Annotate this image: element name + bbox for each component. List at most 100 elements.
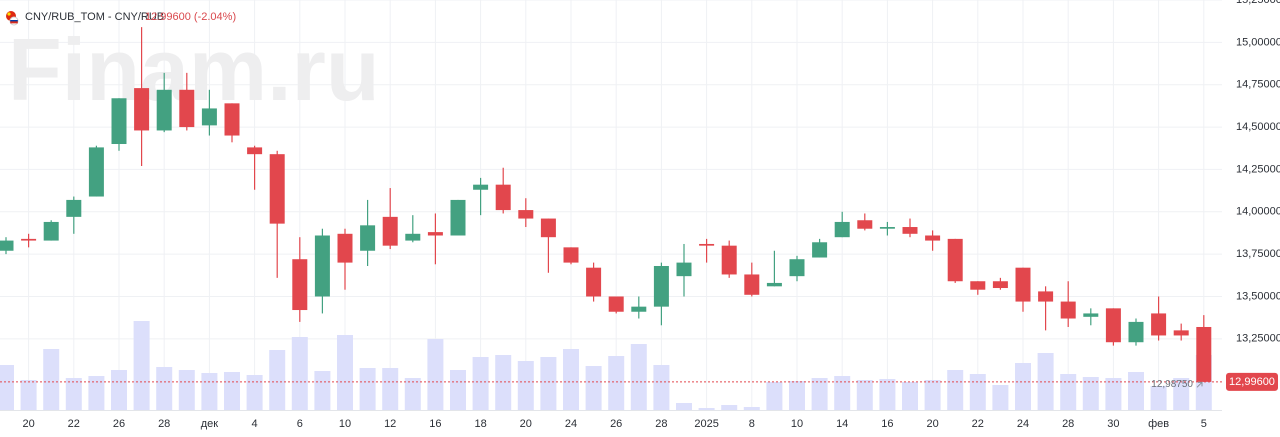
x-tick-label: 18: [474, 418, 486, 430]
y-tick-label: 15,00000: [1236, 36, 1280, 48]
x-tick-label: 14: [836, 418, 848, 430]
volume-bar: [608, 356, 625, 410]
candle-body: [1060, 301, 1076, 319]
x-tick-label: 10: [791, 418, 803, 430]
candle-body: [518, 210, 534, 219]
volume-bar: [698, 408, 715, 410]
chart-subtitle: 12.99600 (-2.04%): [145, 11, 236, 23]
volume-bar: [246, 375, 263, 410]
volume-bar: [133, 321, 150, 410]
candle-body: [1173, 330, 1189, 336]
candle-body: [1128, 321, 1144, 343]
volume-bar: [766, 382, 783, 410]
volume-bar: [517, 361, 534, 410]
volume-bar: [269, 350, 286, 410]
candle-body: [1151, 313, 1167, 336]
volume-bar: [404, 378, 421, 410]
last-price-box: [1226, 372, 1278, 391]
volume-bar: [992, 385, 1009, 410]
x-tick-label: 10: [339, 418, 351, 430]
volume-bar: [585, 366, 602, 410]
candle-body: [699, 243, 715, 246]
candle-body: [405, 233, 421, 241]
x-tick-label: 16: [881, 418, 893, 430]
volume-bar: [1173, 378, 1190, 410]
x-tick-label: 28: [655, 418, 667, 430]
volume-bar: [811, 378, 828, 410]
candle-body: [631, 306, 647, 312]
candle-body: [450, 199, 466, 236]
y-tick-label: 14,75000: [1236, 79, 1280, 91]
candle-body: [879, 227, 895, 229]
x-tick-label: 20: [926, 418, 938, 430]
volume-bar: [65, 378, 82, 410]
x-tick-label: 26: [610, 418, 622, 430]
candle-body: [21, 238, 37, 241]
candle-body: [970, 281, 986, 290]
x-tick-label: 4: [252, 418, 258, 430]
x-tick-label: 24: [565, 418, 577, 430]
x-tick-label: 24: [1017, 418, 1029, 430]
candle-body: [1083, 313, 1099, 317]
flag-stripe: [10, 21, 18, 24]
candle-body: [382, 216, 398, 246]
volume-bar: [1105, 378, 1122, 410]
x-tick-label: 5: [1201, 418, 1207, 430]
y-tick-label: 13,75000: [1236, 248, 1280, 260]
volume-bar: [563, 349, 579, 410]
volume-bar: [834, 376, 851, 410]
volume-bar: [1128, 372, 1144, 410]
volume-bar: [156, 367, 173, 410]
candle-body: [360, 225, 376, 251]
x-tick-label: 8: [749, 418, 755, 430]
x-tick-label: 2025: [694, 418, 718, 430]
candle-body: [721, 245, 737, 275]
volume-bar: [789, 381, 805, 410]
volume-bar: [495, 355, 512, 410]
candle-body: [247, 147, 263, 155]
x-tick-label: фев: [1148, 418, 1169, 430]
volume-bar: [902, 382, 918, 410]
volume-bar: [472, 357, 489, 410]
candle-body: [744, 274, 760, 295]
x-tick-label: 6: [297, 418, 303, 430]
candle-body: [992, 281, 1008, 289]
reference-price-label: 12,98750: [1151, 379, 1193, 390]
volume-bar: [111, 370, 127, 410]
flag-star: [7, 12, 11, 16]
volume-bar: [291, 337, 308, 410]
volume-bar: [20, 380, 37, 410]
volume-bar: [1082, 377, 1099, 410]
volume-bar: [88, 376, 105, 410]
volume-bar: [359, 368, 376, 410]
volume-bar: [178, 370, 195, 410]
candles-layer: [0, 27, 1212, 382]
candle-body: [540, 218, 556, 238]
volume-bar: [856, 380, 873, 410]
volume-bar: [382, 368, 399, 410]
volume-bar: [1150, 386, 1167, 410]
volume-bar: [427, 339, 444, 410]
candle-body: [925, 235, 941, 241]
volume-bar: [924, 380, 941, 410]
candle-body: [88, 147, 104, 197]
y-tick-label: 13,25000: [1236, 333, 1280, 345]
volume-bar: [0, 365, 14, 410]
candle-body: [1196, 326, 1212, 382]
x-tick-label: 16: [429, 418, 441, 430]
x-tick-label: 26: [113, 418, 125, 430]
y-tick-label: 13,50000: [1236, 290, 1280, 302]
x-tick-label: 28: [158, 418, 170, 430]
x-tick-label: 20: [22, 418, 34, 430]
candle-body: [314, 235, 330, 297]
x-tick-label: дек: [201, 418, 219, 430]
candle-body: [1038, 291, 1054, 302]
candle-body: [427, 232, 443, 236]
volume-bar: [540, 357, 557, 410]
volume-bar: [450, 370, 466, 410]
candle-body: [292, 259, 308, 311]
volume-bar: [314, 371, 331, 410]
volume-layer: [0, 321, 1212, 410]
